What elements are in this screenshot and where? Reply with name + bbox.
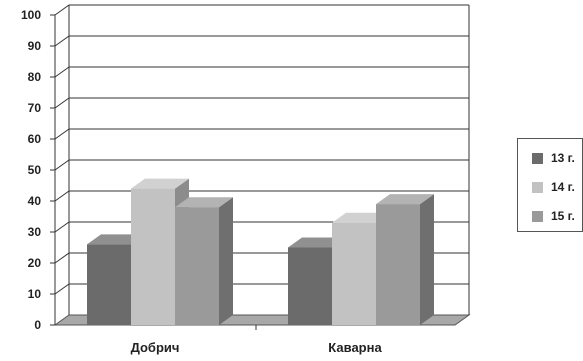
y-tick-label: 70 xyxy=(28,101,42,115)
y-tick-label: 60 xyxy=(28,132,42,146)
legend-label-13: 13 г. xyxy=(551,151,575,165)
y-tick-label: 50 xyxy=(28,163,42,177)
bar xyxy=(131,188,175,325)
legend-label-15: 15 г. xyxy=(551,209,575,223)
legend-item-14: 14 г. xyxy=(532,180,575,194)
gridline-diagonal xyxy=(54,128,70,140)
legend-label-14: 14 г. xyxy=(551,180,575,194)
y-tick-label: 80 xyxy=(28,70,42,84)
legend-item-15: 15 г. xyxy=(532,209,575,223)
y-tick-label: 0 xyxy=(34,318,41,332)
legend-item-13: 13 г. xyxy=(532,151,575,165)
y-tick-label: 10 xyxy=(28,287,42,301)
gridline-diagonal xyxy=(54,283,70,295)
bar xyxy=(87,244,131,325)
bar xyxy=(175,207,219,325)
y-tick-label: 90 xyxy=(28,39,42,53)
bar-top xyxy=(175,197,233,208)
bar-side xyxy=(219,197,233,325)
bar xyxy=(332,222,376,325)
gridline-diagonal xyxy=(54,4,70,16)
legend: 13 г. 14 г. 15 г. xyxy=(517,138,583,232)
bar-top xyxy=(332,212,390,223)
bar-top xyxy=(288,237,346,248)
y-tick-label: 100 xyxy=(21,8,41,22)
bar-top xyxy=(87,234,145,245)
gridline-diagonal xyxy=(54,252,70,264)
gridline-diagonal xyxy=(54,190,70,202)
legend-swatch-15 xyxy=(532,210,543,222)
gridline-diagonal xyxy=(54,35,70,47)
bar-top xyxy=(376,194,434,205)
y-tick-label: 40 xyxy=(28,194,42,208)
gridline-diagonal xyxy=(54,66,70,78)
y-tick-label: 30 xyxy=(28,225,42,239)
bar xyxy=(376,204,420,325)
bar-side xyxy=(420,194,434,325)
legend-swatch-13 xyxy=(532,152,543,164)
gridline-diagonal xyxy=(54,159,70,171)
bar xyxy=(288,247,332,325)
x-tick-label: Каварна xyxy=(328,340,382,355)
gridline-diagonal xyxy=(54,97,70,109)
x-tick-label: Добрич xyxy=(131,340,180,355)
gridline-diagonal xyxy=(54,221,70,233)
y-tick-label: 20 xyxy=(28,256,42,270)
bar-top xyxy=(131,178,189,189)
legend-swatch-14 xyxy=(532,181,543,193)
